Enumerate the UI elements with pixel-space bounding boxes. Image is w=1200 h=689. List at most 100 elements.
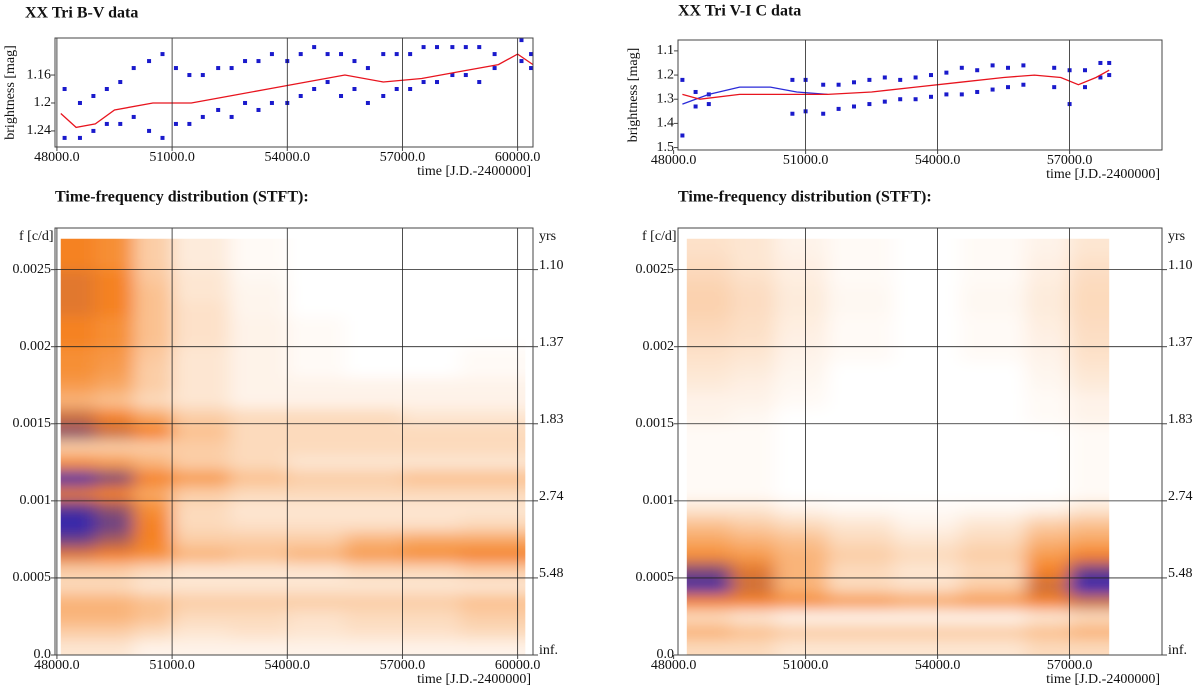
heat-cell — [172, 331, 231, 348]
heat-cell — [133, 531, 173, 548]
heat-cell — [460, 531, 526, 548]
heat-cell — [402, 531, 461, 548]
heat-cell — [95, 593, 135, 610]
data-point — [913, 97, 918, 102]
heat-cell — [959, 454, 1027, 471]
heat-cell — [686, 516, 732, 533]
heat-cell — [686, 624, 732, 641]
x-axis-label: time [J.D.-2400000] — [1046, 672, 1160, 687]
heat-cell — [402, 454, 461, 471]
heat-cell — [460, 285, 526, 301]
data-point — [706, 102, 711, 107]
heat-cell — [893, 639, 961, 655]
data-point — [339, 52, 344, 57]
heat-cell — [229, 238, 288, 255]
panel: XX Tri B-V data 48000.0 51000.0 54000.0 5700… — [3, 5, 540, 180]
heat-cell — [402, 608, 461, 625]
heat-cell — [1025, 593, 1071, 610]
x-tick-label: 51000.0 — [783, 153, 829, 168]
heat-cell — [287, 331, 346, 348]
data-point — [118, 80, 123, 85]
heat-cell — [686, 238, 732, 255]
heat-cell — [172, 577, 231, 594]
heat-cell — [774, 470, 829, 486]
heat-cell — [95, 362, 135, 379]
data-point — [229, 114, 234, 119]
heat-cell — [1069, 300, 1110, 317]
y-tick-label: 0.002 — [20, 339, 52, 354]
heat-cell — [133, 331, 173, 348]
heat-cell — [774, 608, 829, 625]
heat-cell — [686, 331, 732, 348]
panel: Time-frequency distribution (STFT): 48000… — [13, 189, 564, 688]
heat-cell — [730, 362, 776, 379]
data-point — [118, 121, 123, 126]
heat-cell — [229, 485, 288, 502]
heat-cell — [229, 608, 288, 625]
heat-cell — [60, 562, 96, 579]
heat-cell — [229, 547, 288, 564]
heat-cell — [1025, 562, 1071, 579]
y-tick-label: 1.5 — [657, 140, 675, 155]
heat-cell — [229, 254, 288, 271]
heat-cell — [402, 516, 461, 533]
data-point — [1083, 68, 1087, 73]
heat-cell — [402, 331, 461, 348]
heat-cell — [60, 300, 96, 317]
heat-cell — [959, 269, 1027, 286]
heat-cell — [60, 516, 96, 533]
heat-cell — [60, 439, 96, 456]
heat-cell — [893, 624, 961, 641]
data-point — [898, 77, 903, 82]
heat-cell — [229, 269, 288, 286]
heat-cell — [344, 593, 403, 610]
heat-cell — [1069, 562, 1110, 579]
heat-cell — [827, 300, 895, 317]
heat-cell — [460, 577, 526, 594]
heat-cell — [774, 639, 829, 655]
heat-cell — [893, 577, 961, 594]
data-point — [269, 100, 274, 105]
heat-cell — [133, 423, 173, 440]
heat-cell — [229, 562, 288, 579]
data-point — [62, 87, 67, 92]
heat-cell — [60, 392, 96, 409]
y-tick-label: 1.2 — [657, 67, 675, 82]
data-point — [990, 87, 995, 92]
data-point — [944, 92, 949, 97]
heat-cell — [95, 408, 135, 425]
y2-tick-label: 1.37 — [1168, 335, 1193, 350]
chart-title: Time-frequency distribution (STFT): — [678, 189, 932, 206]
y-tick-label: 0.001 — [643, 493, 675, 508]
heat-cell — [959, 577, 1027, 594]
heat-cell — [172, 562, 231, 579]
data-point — [77, 135, 82, 140]
heat-cell — [133, 315, 173, 332]
heat-cell — [730, 624, 776, 641]
heat-cell — [60, 331, 96, 348]
y-tick-label: 1.1 — [657, 43, 675, 58]
heat-cell — [730, 516, 776, 533]
y-tick-label: 0.0 — [657, 647, 675, 662]
heatmap — [60, 238, 526, 655]
heat-cell — [774, 377, 829, 394]
heat-cell — [229, 639, 288, 655]
heat-cell — [959, 516, 1027, 533]
heat-cell — [774, 300, 829, 317]
data-point — [394, 87, 399, 92]
x-tick-label: 48000.0 — [651, 658, 697, 673]
heat-cell — [730, 423, 776, 440]
heat-cell — [133, 516, 173, 533]
heat-cell — [959, 500, 1027, 517]
heat-cell — [60, 624, 96, 641]
heat-cell — [460, 624, 526, 641]
heat-cell — [402, 408, 461, 425]
heat-cell — [1025, 285, 1071, 301]
heat-cell — [774, 547, 829, 564]
heat-cell — [1069, 254, 1110, 271]
heat-cell — [133, 485, 173, 502]
data-point — [944, 70, 949, 75]
heat-cell — [686, 470, 732, 486]
data-point — [1021, 82, 1026, 87]
heat-cell — [1025, 408, 1071, 425]
